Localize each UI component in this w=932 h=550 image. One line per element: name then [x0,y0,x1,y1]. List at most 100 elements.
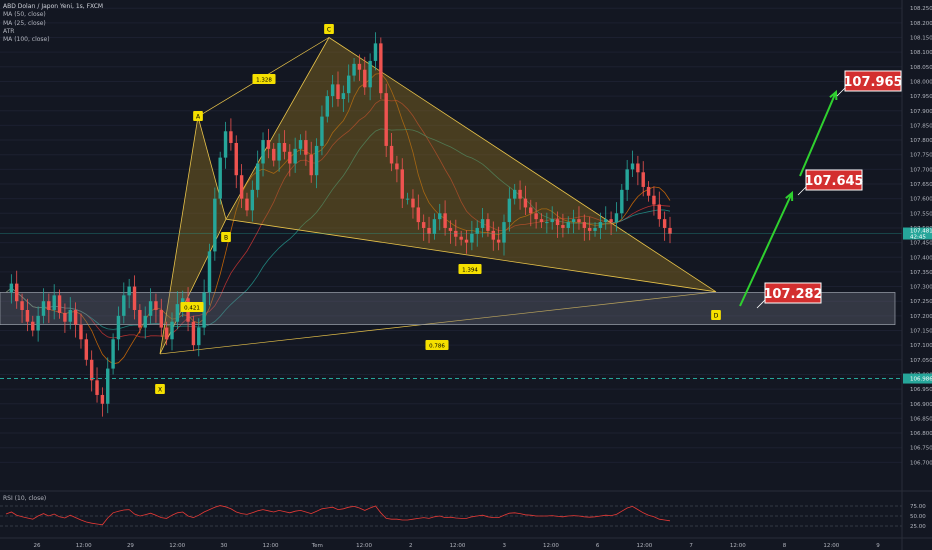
time-tick-label: 8 [783,543,787,549]
candle-body [175,304,180,322]
time-tick-label: 30 [220,543,227,549]
candle-body [502,222,506,243]
countdown-label: 42:45 [910,235,926,241]
price-tick-label: 107.850 [910,123,932,129]
candle-body [52,295,56,310]
point-label-c-bg [324,24,334,34]
target-box [805,169,863,191]
point-label-d: D [714,313,719,320]
candle-body [218,157,222,199]
candle-body [395,163,399,170]
price-tick-label: 106.750 [910,446,932,452]
candle-body [159,309,164,328]
time-axis[interactable]: 26 12:00 29 12:00 30 12:00 Tem 12:00 2 12:00 3 12:0… [0,537,932,549]
candle-body [416,207,421,223]
candle-body [191,321,196,346]
candle-body [646,186,651,196]
candle-body [73,309,78,325]
indicator-ma50[interactable]: MA (50, close) [3,11,46,19]
ma-line [5,99,671,339]
candle-body [438,213,442,220]
price-tick-label: 108.200 [910,21,932,27]
ratio-label: 1.394 [462,268,478,274]
price-tick-label: 107.550 [910,211,932,217]
candle-body [539,219,544,223]
target-pointer [836,87,846,97]
time-tick-label: 12:00 [730,543,746,549]
candle-body [314,145,319,176]
candle-body [555,219,560,226]
candle-body [170,321,174,340]
rsi-title[interactable]: RSI (10, close) [3,495,47,502]
price-tick-label: 107.650 [910,182,932,188]
price-tick-label: 107.900 [910,109,932,115]
price-tick-label: 107.150 [910,329,932,335]
point-label-a-bg [193,111,203,121]
price-tick-label: 106.700 [910,460,932,466]
pattern-labels: X A B C D 1.328 0.421 1.394 0.786 [155,24,721,394]
target-arrow [799,91,837,177]
candle-body [89,359,94,381]
candle-body [116,315,121,340]
candle-body [255,163,260,190]
point-label-x: X [158,387,162,394]
price-axis[interactable]: 108.250 108.200 108.150 108.100 108.050 108.0… [901,0,932,550]
targets: 107.282 107.645 107.965 [739,70,903,309]
candle-body [79,324,83,340]
candle-body [625,169,629,190]
candle-body [561,225,565,228]
indicator-ma100[interactable]: MA (100, close) [3,36,50,44]
candle-body [57,295,62,313]
candle-body [138,309,142,328]
candle-body [261,140,265,164]
candle-body [14,283,19,302]
candle-body [341,93,346,100]
candle-body [373,43,378,61]
candle-body [512,189,517,199]
candle-body [518,189,522,199]
indicator-ma25[interactable]: MA (25, close) [3,19,46,27]
candle-body [68,309,72,322]
arrow-head [785,190,794,202]
time-tick-label: Tem [311,543,323,549]
candle-body [587,227,592,231]
point-label-a: A [196,114,201,121]
candle-body [239,175,244,199]
pattern-line [159,291,717,355]
point-label-b-bg [221,232,231,242]
ma-line [5,72,671,365]
point-label-x-bg [155,384,165,394]
target-label: 107.645 [804,174,863,189]
target-label: 107.282 [763,287,822,302]
candle-body [330,84,335,97]
point-label-b: B [224,235,228,242]
ratio-label-bg [425,340,449,350]
candle-body [668,227,672,234]
candle-body [213,198,217,252]
indicator-atr[interactable]: ATR [3,27,15,35]
candle-body [122,295,126,316]
ratio-label-bg [252,74,276,84]
rsi-panel: 75.00 50.00 25.00 [0,490,932,530]
candle-body [282,142,287,152]
candle-body [272,148,276,161]
symbol-title[interactable]: ABD Doları / Japon Yeni, 1s, FXCM [3,3,104,10]
candle-body [620,189,624,214]
price-tick-label: 108.150 [910,36,932,42]
candle-body [223,131,228,158]
target-label: 107.965 [843,75,902,90]
candle-body [486,219,490,231]
price-tick-label: 107.100 [910,343,932,349]
time-tick-label: 12:00 [450,543,466,549]
target-pointer [756,299,766,309]
price-tick-label: 106.800 [910,431,932,437]
candle-body [577,219,581,223]
candle-body [47,301,51,310]
candle-body [630,163,635,170]
time-tick-label: 9 [876,543,880,549]
candle-body [346,75,351,94]
target-box [764,282,822,304]
candle-body [405,198,410,200]
